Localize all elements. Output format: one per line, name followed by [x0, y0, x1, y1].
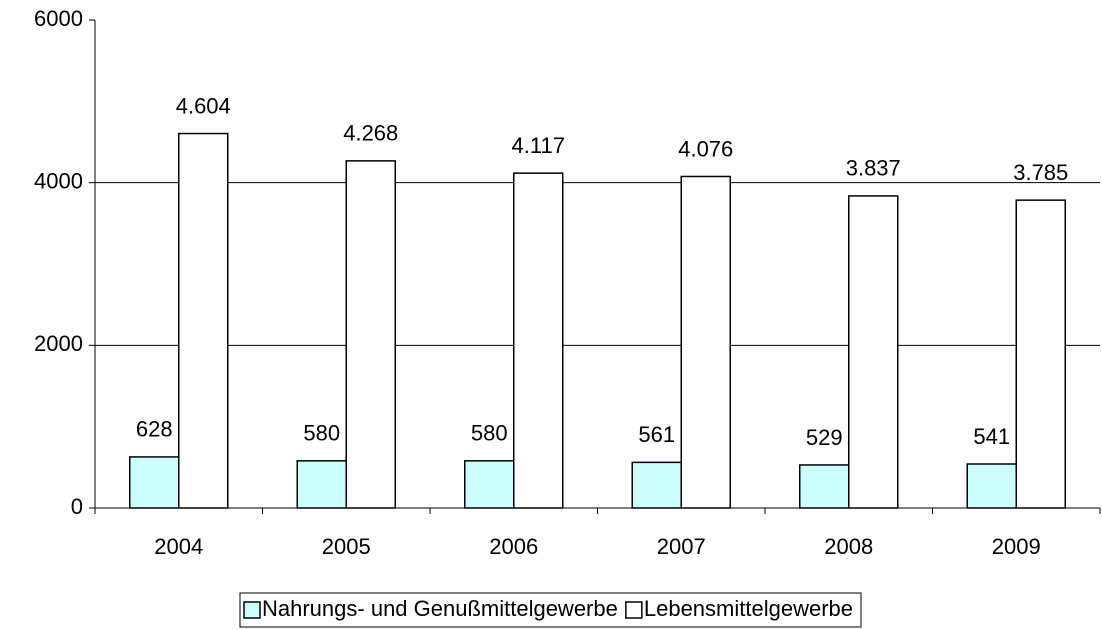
data-label: 4.604 [176, 93, 231, 118]
x-tick-label: 2004 [154, 534, 203, 559]
legend-swatch [625, 601, 643, 619]
bar [799, 464, 850, 509]
bar [464, 460, 515, 509]
data-label: 580 [471, 421, 508, 446]
x-tick-label: 2005 [322, 534, 371, 559]
data-label: 628 [136, 417, 173, 442]
bar [966, 463, 1017, 509]
bar [513, 172, 564, 509]
legend-label: Nahrungs- und Genußmittelgewerbe [262, 596, 618, 621]
bar [680, 175, 731, 509]
data-label: 561 [638, 422, 675, 447]
data-label: 580 [303, 421, 340, 446]
y-tick-label: 0 [71, 494, 83, 519]
bar [129, 456, 180, 509]
x-tick-label: 2008 [824, 534, 873, 559]
legend-swatch [243, 601, 261, 619]
y-tick-label: 6000 [34, 6, 83, 31]
data-label: 529 [806, 425, 843, 450]
data-label: 3.837 [846, 156, 901, 181]
x-tick-label: 2007 [657, 534, 706, 559]
bar [345, 160, 396, 509]
data-label: 4.268 [343, 121, 398, 146]
y-tick-label: 2000 [34, 331, 83, 356]
bar [1015, 199, 1066, 509]
data-label: 4.076 [678, 136, 733, 161]
legend-label: Lebensmittelgewerbe [644, 596, 853, 621]
x-tick-label: 2006 [489, 534, 538, 559]
legend [239, 592, 862, 628]
y-tick-label: 4000 [34, 168, 83, 193]
data-label: 3.785 [1013, 160, 1068, 185]
bar [178, 132, 229, 509]
x-tick-label: 2009 [992, 534, 1041, 559]
bar [296, 460, 347, 509]
data-label: 541 [973, 424, 1010, 449]
data-label: 4.117 [512, 133, 565, 158]
bar [848, 195, 899, 509]
bar [631, 461, 682, 509]
